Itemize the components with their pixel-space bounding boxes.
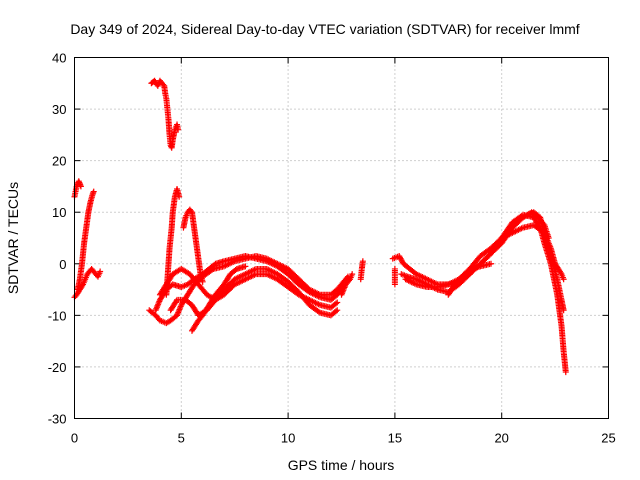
data-point [176, 193, 183, 200]
series-trace-g [146, 253, 351, 327]
y-tick-label: 20 [52, 154, 66, 169]
data-point [391, 281, 398, 288]
series-trace-n [391, 265, 398, 288]
data-point [488, 260, 495, 267]
x-tick-label: 15 [388, 431, 402, 446]
data-point [345, 277, 352, 284]
data-point [334, 307, 341, 314]
data-point [77, 183, 84, 190]
data-point [187, 207, 194, 214]
data-points [71, 77, 569, 376]
data-point [359, 258, 366, 265]
series-trace-c [74, 188, 97, 293]
series-trace-s [509, 209, 552, 241]
data-point [97, 268, 104, 275]
y-tick-label: 40 [52, 51, 66, 66]
series-trace-m [357, 258, 366, 283]
data-point [90, 188, 97, 195]
x-tick-label: 25 [601, 431, 615, 446]
series-trace-h [152, 253, 347, 314]
series-trace-d [148, 77, 182, 151]
x-tick-label: 5 [178, 431, 185, 446]
y-tick-label: -30 [48, 412, 67, 427]
data-point [332, 308, 339, 315]
ticks-layer: 0 5 10 15 20 25 -30 -20 -10 0 10 20 30 40 [48, 51, 616, 446]
data-point [560, 276, 567, 283]
data-point [545, 235, 552, 241]
data-point [332, 300, 339, 307]
y-axis-label: SDTVAR / TECUs [5, 182, 21, 294]
y-tick-label: 30 [52, 102, 66, 117]
y-tick-label: -20 [48, 360, 67, 375]
series-trace-k [188, 263, 249, 334]
series-trace-l [338, 271, 356, 298]
series-trace-r [445, 260, 495, 298]
data-point [557, 269, 564, 276]
y-tick-label: -10 [48, 308, 67, 323]
y-tick-label: 0 [59, 257, 66, 272]
data-point [334, 299, 341, 306]
chart-title: Day 349 of 2024, Sidereal Day-to-day VTE… [70, 21, 579, 37]
x-tick-label: 0 [71, 431, 78, 446]
data-point [160, 81, 167, 88]
data-point [349, 271, 356, 278]
x-axis-label: GPS time / hours [288, 457, 395, 473]
x-tick-label: 10 [281, 431, 295, 446]
x-tick-label: 20 [494, 431, 508, 446]
data-point [175, 126, 182, 133]
data-point [315, 308, 322, 315]
series-trace-b [71, 178, 84, 200]
data-point [562, 369, 569, 376]
y-tick-label: 10 [52, 205, 66, 220]
plot-frame [74, 57, 609, 419]
data-point [242, 263, 249, 270]
grid-layer [74, 57, 609, 419]
